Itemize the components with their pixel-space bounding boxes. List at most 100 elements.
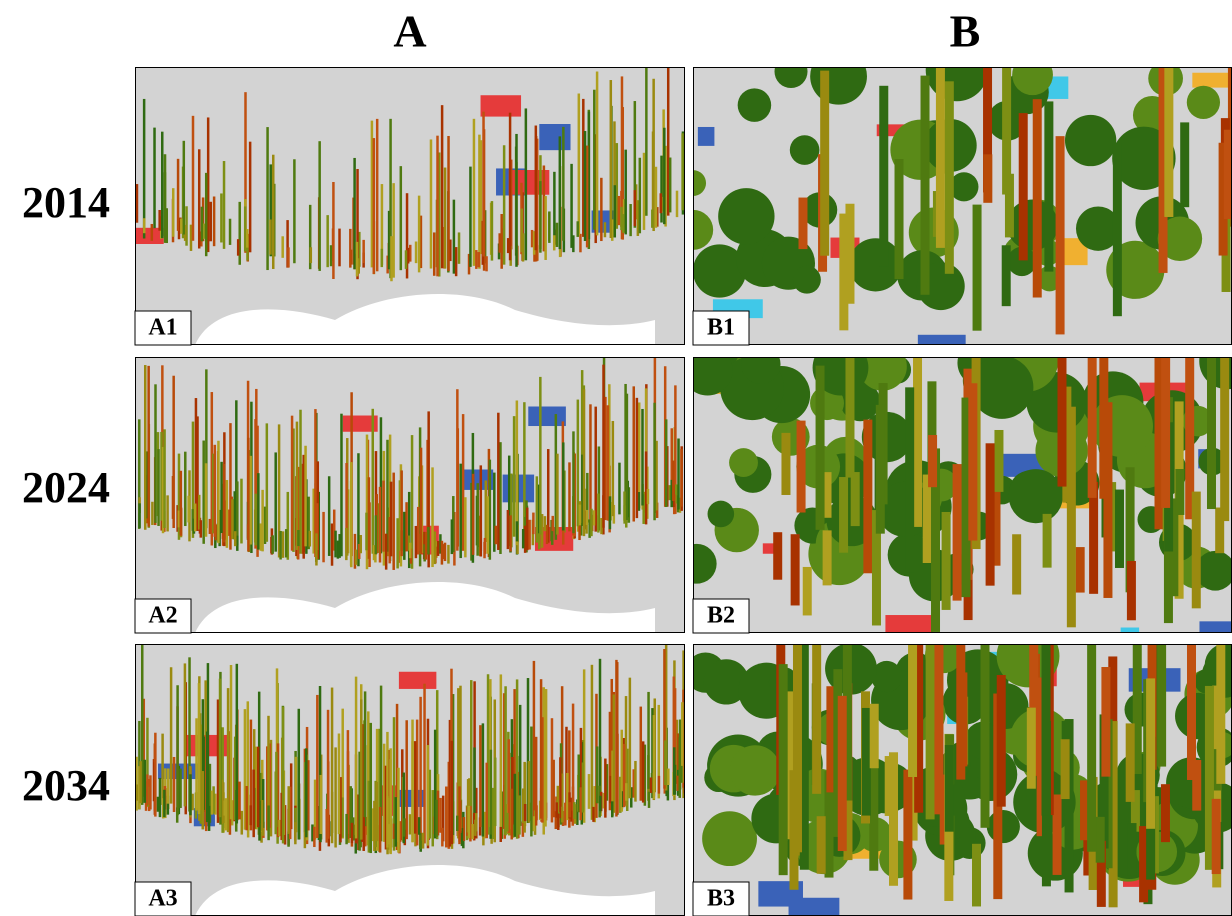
tree-bar [418,196,421,273]
tree-bar [582,762,585,812]
tree-bar [345,814,348,844]
tree-bar [173,757,176,812]
tree-bar [905,387,914,572]
tree-bar [359,535,362,553]
tree-bar [983,154,992,202]
tree-bar [372,409,375,554]
tree-bar [568,462,571,531]
tree-bar [422,833,425,849]
tree-bar [485,256,488,271]
tree-bar [518,795,521,834]
tree-bar [1164,37,1173,217]
tree-bar [320,781,323,834]
tree-bar [313,827,316,847]
tree-bar [198,683,201,814]
tree-bar [375,515,378,554]
tree-bar [530,727,533,837]
tree-bar [484,538,487,554]
tree-bar [205,463,208,536]
panel-label: B3 [707,886,735,912]
tree-bar [562,127,565,241]
tree-bar [322,512,325,562]
tree-bar [161,132,164,238]
tree-bar [863,420,872,574]
tree-bar [1128,823,1137,876]
tree-bar [355,677,358,839]
tree-bar [217,441,220,543]
tree-bar [559,136,562,249]
tree-bar [184,663,187,806]
tree-bar [634,190,637,226]
tree-bar [439,798,442,833]
panel-label: A2 [148,603,177,629]
tree-bar [533,816,536,831]
tree-bar [535,737,538,826]
tree-bar [153,128,156,229]
tree-bar [494,758,497,826]
canopy [1009,469,1063,523]
panel-label: B1 [707,315,735,341]
tree-bar [362,240,365,263]
tree-bar [556,223,559,247]
tree-bar [495,526,498,545]
tree-bar [544,718,547,827]
tree-bar [430,139,433,268]
canopy [730,745,780,795]
panel [135,355,685,633]
tree-bar [267,805,270,840]
tree-bar [1002,66,1011,195]
tree-bar [614,185,617,237]
tree-bar [158,210,161,231]
tree-bar [356,242,359,277]
tree-bar [1019,113,1028,260]
tree-bar [294,822,297,844]
tree-bar [293,159,296,263]
tree-bar [459,464,462,558]
tree-bar [415,526,418,558]
tree-bar [426,745,429,846]
tree-bar [405,502,408,551]
tree-bar [447,545,450,564]
tree-bar [791,534,800,605]
tree-bar [350,250,353,265]
tree-bar [266,127,269,270]
tree-bar [274,452,277,551]
tree-bar [576,221,579,237]
tree-bar [365,513,368,551]
tree-bar [241,811,244,835]
tree-bar [604,759,607,818]
tree-bar [781,433,790,495]
tree-bar [895,159,904,279]
tree-bar [250,805,253,825]
tree-bar [240,479,243,544]
tree-bar [544,516,547,531]
tree-bar [521,208,524,252]
tree-bar [479,725,482,827]
canopy [729,448,758,477]
patch [789,898,840,916]
tree-bar [189,774,192,815]
canopy [987,810,1020,843]
tree-bar [459,801,462,833]
tree-bar [226,480,229,548]
tree-bar [409,543,412,558]
tree-bar [441,541,444,565]
tree-bar [1192,760,1201,811]
tree-bar [1061,739,1070,799]
tree-bar [458,232,461,263]
tree-bar [1127,561,1136,620]
tree-bar [418,817,421,835]
tree-bar [570,164,573,248]
tree-bar [451,519,454,554]
tree-bar [195,718,198,810]
tree-bar [1057,332,1066,487]
column-header: B [950,6,981,57]
tree-bar [385,534,388,570]
tree-bar [1067,407,1076,628]
tree-bar [271,535,274,553]
tree-bar [618,463,621,515]
tree-bar [578,94,581,236]
tree-bar [573,802,576,819]
tree-bar [487,496,490,553]
tree-bar [436,136,439,277]
